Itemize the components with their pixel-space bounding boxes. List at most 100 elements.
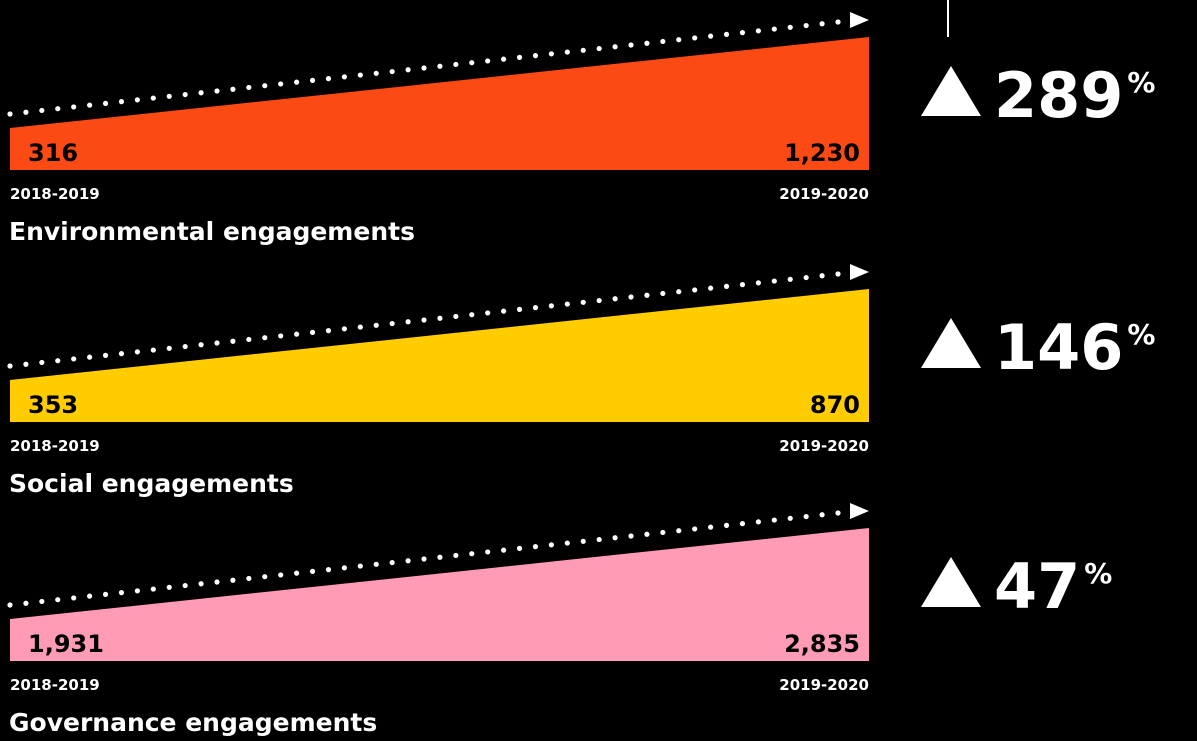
dot [692, 287, 698, 293]
dot [692, 35, 698, 41]
dot [501, 547, 507, 553]
dot [612, 44, 618, 50]
dot [325, 328, 332, 334]
dot [676, 289, 682, 295]
dot [708, 524, 714, 530]
dot [787, 276, 793, 282]
dot [644, 40, 650, 46]
dot [246, 575, 252, 582]
dot [612, 296, 618, 302]
increase: 146 [994, 311, 1123, 384]
end-value: 1,230 [784, 139, 860, 167]
dot [516, 54, 523, 60]
dot [134, 588, 140, 594]
dot [437, 315, 443, 321]
dot [182, 343, 188, 350]
dot [532, 544, 539, 550]
dot [134, 97, 140, 103]
dot [755, 28, 761, 34]
dot [278, 333, 284, 339]
dot [516, 306, 523, 312]
dot [118, 351, 125, 357]
panel-title: Governance engagements [9, 708, 377, 737]
dot [644, 531, 650, 537]
dot [803, 513, 809, 520]
dot [294, 570, 300, 576]
dot [405, 319, 411, 325]
dot [357, 72, 363, 78]
dot [182, 582, 188, 589]
up-triangle [921, 66, 981, 116]
panel: 1,931 2,835 2018-2019 2019-2020 Governance e… [7, 503, 1112, 737]
dot [596, 45, 602, 52]
dot [819, 273, 825, 279]
dot [405, 558, 411, 564]
dot [341, 74, 347, 80]
dot [357, 563, 363, 569]
arrow-head [850, 503, 869, 519]
dot [660, 290, 666, 297]
dot [278, 572, 284, 578]
panel: 353 870 2018-2019 2019-2020 Social engagemen… [7, 264, 1155, 498]
dot [7, 602, 13, 608]
dot [294, 79, 300, 85]
dot [676, 528, 682, 534]
dot [564, 540, 570, 546]
dot [262, 83, 268, 89]
dot [198, 581, 204, 587]
dot [246, 84, 252, 91]
dot [166, 93, 172, 99]
dot [23, 361, 29, 367]
dot [692, 526, 698, 532]
dot [262, 574, 268, 580]
dot [501, 56, 507, 62]
dot [628, 42, 634, 48]
start-period: 2018-2019 [10, 185, 100, 203]
dot [516, 545, 523, 551]
dot [835, 271, 841, 277]
dot [341, 565, 347, 571]
dot [389, 559, 395, 566]
increase: 47 [994, 550, 1080, 623]
dot [7, 363, 13, 369]
start-value: 316 [28, 139, 78, 167]
dot [739, 30, 746, 36]
dot [102, 352, 109, 358]
end-value: 870 [810, 391, 860, 419]
dot [485, 549, 491, 555]
panel: 316 1,230 2018-2019 2019-2020 Environmental … [7, 12, 1155, 246]
dot [262, 335, 268, 341]
dot [532, 305, 539, 311]
dot [485, 58, 491, 64]
start-period: 2018-2019 [10, 437, 100, 455]
start-period: 2018-2019 [10, 676, 100, 694]
dot [198, 342, 204, 348]
dot [469, 551, 475, 557]
dot [803, 22, 809, 29]
dot [71, 104, 77, 110]
dot [39, 359, 45, 366]
dot [819, 21, 825, 27]
dot [564, 49, 570, 55]
dot [580, 47, 586, 53]
dot [596, 536, 602, 543]
dot [469, 60, 475, 66]
dot [166, 584, 172, 590]
end-period: 2019-2020 [779, 437, 869, 455]
dot [55, 106, 61, 112]
dot [405, 67, 411, 73]
dot [102, 100, 109, 106]
dot [803, 274, 809, 281]
arrow-head [850, 264, 869, 280]
dot [309, 329, 316, 335]
dot [787, 515, 793, 521]
dot [23, 600, 29, 606]
dot [373, 561, 379, 567]
end-value: 2,835 [784, 630, 860, 658]
dot [230, 577, 236, 583]
dot [150, 95, 156, 101]
dot [596, 297, 602, 304]
dot [660, 38, 666, 45]
dot [771, 517, 777, 523]
dot [166, 345, 172, 351]
